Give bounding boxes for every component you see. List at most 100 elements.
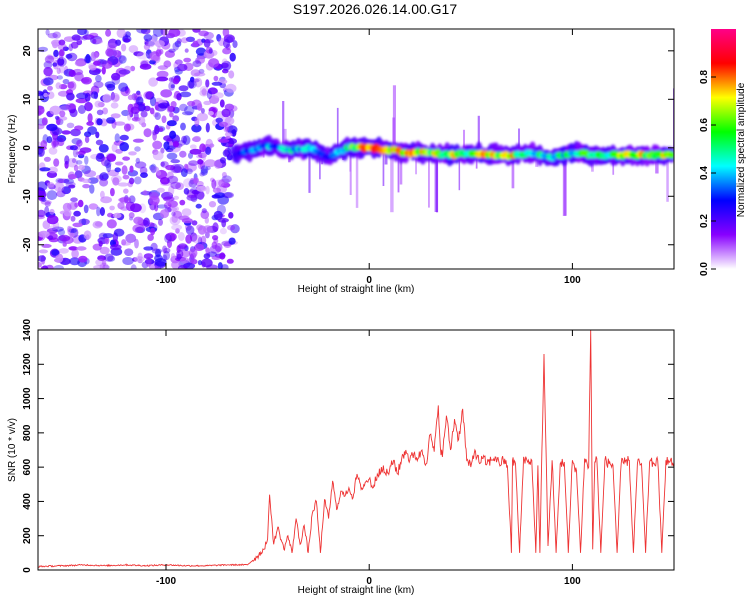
noise-speck [205, 166, 211, 171]
noise-speck [123, 123, 131, 132]
noise-speck [77, 29, 87, 36]
noise-speck [71, 34, 81, 41]
y-tick-label: 600 [22, 458, 33, 475]
noise-speck [46, 136, 53, 144]
noise-speck [216, 204, 226, 215]
noise-speck [119, 142, 129, 152]
noise-speck [192, 135, 201, 143]
spectrum-spur [390, 145, 394, 213]
noise-speck [143, 246, 154, 251]
noise-speck [65, 103, 77, 110]
noise-speck [81, 218, 87, 226]
noise-speck [65, 181, 76, 187]
noise-speck [117, 182, 129, 187]
signal-track [231, 134, 674, 167]
noise-speck [164, 233, 172, 243]
noise-speck [185, 234, 193, 244]
noise-speck [189, 148, 202, 155]
noise-speck [130, 264, 137, 269]
noise-speck [83, 230, 92, 240]
noise-speck [188, 248, 198, 258]
noise-speck [229, 109, 235, 118]
colorbar-tick-label: 0.2 [699, 214, 710, 228]
noise-speck [46, 190, 58, 201]
noise-speck [99, 246, 110, 255]
noise-speck [145, 257, 152, 267]
noise-speck [128, 212, 135, 219]
noise-speck [150, 166, 160, 173]
noise-speck [88, 203, 99, 210]
noise-speck [41, 196, 47, 202]
spectrum-spur [397, 146, 400, 193]
noise-speck [134, 238, 139, 249]
x-tick-label: 0 [366, 275, 372, 286]
noise-speck [47, 166, 59, 174]
noise-speck [66, 92, 75, 101]
noise-speck [204, 159, 217, 168]
noise-speck [205, 146, 212, 155]
noise-speck [221, 264, 229, 269]
noise-speck [149, 59, 156, 65]
noise-speck [223, 191, 234, 199]
spectrum-spur [434, 148, 438, 212]
noise-speck [211, 81, 223, 86]
y-tick-label: 800 [22, 424, 33, 441]
noise-speck [152, 112, 159, 118]
noise-speck [195, 47, 207, 56]
noise-speck [70, 197, 78, 202]
spectrum-spur [382, 144, 385, 186]
noise-speck [136, 29, 148, 34]
noise-speck [130, 203, 142, 213]
noise-speck [152, 151, 164, 161]
noise-speck [158, 218, 163, 226]
noise-speck [194, 77, 203, 88]
noise-speck [193, 243, 205, 251]
noise-speck [57, 57, 65, 66]
noise-speck [125, 233, 137, 243]
noise-speck [89, 32, 99, 38]
noise-speck [77, 150, 86, 155]
spectrum-spur [282, 101, 285, 149]
noise-speck [92, 38, 97, 44]
noise-speck [68, 184, 76, 189]
noise-speck [43, 60, 53, 69]
noise-speck [99, 172, 109, 181]
noise-speck [175, 228, 180, 234]
noise-speck [100, 196, 112, 204]
noise-speck [211, 255, 222, 260]
noise-speck [82, 184, 91, 189]
noise-speck [137, 252, 143, 261]
y-tick-label: 400 [22, 493, 33, 510]
noise-speck [165, 199, 172, 205]
spectrogram-xlabel: Height of straight line (km) [298, 284, 415, 295]
noise-speck [46, 228, 59, 234]
noise-speck [58, 248, 69, 254]
noise-speck [155, 49, 162, 57]
noise-speck [203, 253, 211, 259]
noise-speck [176, 249, 184, 259]
noise-speck [93, 81, 104, 89]
noise-speck [169, 112, 174, 118]
spectrum-spur [399, 146, 403, 185]
noise-speck [212, 222, 219, 233]
noise-speck [197, 159, 204, 165]
noise-speck [179, 91, 192, 98]
spectrum-spur [458, 149, 461, 191]
noise-speck [201, 258, 213, 268]
noise-speck [94, 221, 103, 227]
noise-speck [98, 240, 103, 247]
noise-speck [74, 60, 86, 67]
spectrum-spur [477, 115, 480, 154]
noise-speck [114, 133, 121, 143]
y-tick-label: -20 [22, 237, 33, 252]
noise-speck [104, 159, 112, 168]
noise-speck [46, 215, 59, 225]
noise-speck [181, 249, 190, 258]
noise-speck [43, 156, 51, 162]
noise-speck [200, 165, 209, 174]
noise-speck [118, 69, 131, 75]
noise-speck [220, 157, 226, 164]
noise-speck [81, 178, 92, 184]
noise-speck [57, 178, 70, 184]
